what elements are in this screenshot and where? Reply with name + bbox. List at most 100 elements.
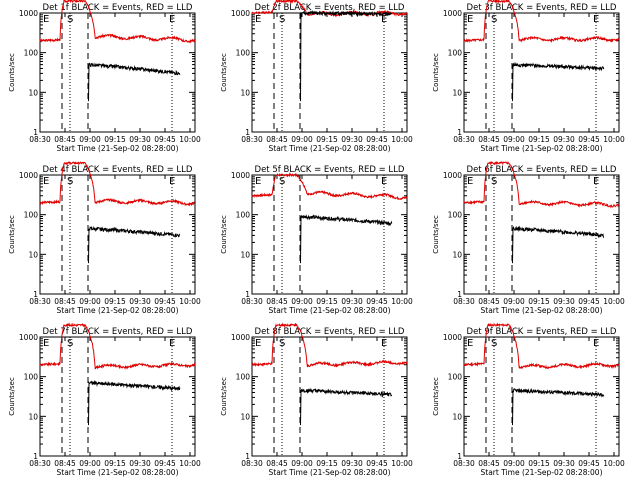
event-mark-e: E bbox=[255, 14, 261, 25]
y-axis-label: Counts/sec bbox=[432, 215, 440, 254]
x-tick-label: 08:45 bbox=[54, 297, 76, 306]
x-tick-label: 09:30 bbox=[129, 135, 151, 144]
x-tick-label: 08:30 bbox=[453, 459, 475, 468]
y-tick-label: 10 bbox=[452, 88, 462, 97]
detector-panel-3: Det 3f BLACK = Events, RED = LLD 08:30 08:… bbox=[432, 0, 625, 153]
y-tick-label: 1 bbox=[245, 452, 250, 461]
event-mark-e: E bbox=[169, 338, 175, 349]
x-tick-label: 10:00 bbox=[179, 297, 201, 306]
y-tick-label: 1000 bbox=[231, 171, 250, 180]
y-tick-label: 1000 bbox=[19, 171, 38, 180]
event-mark-e: E bbox=[467, 338, 473, 349]
x-axis-label: Start Time (21-Sep-02 08:28:00) bbox=[57, 468, 179, 477]
x-axis-label: Start Time (21-Sep-02 08:28:00) bbox=[57, 306, 179, 315]
y-axis-label: Counts/sec bbox=[220, 215, 228, 254]
x-tick-label: 09:15 bbox=[316, 135, 338, 144]
panel-title: Det 4f BLACK = Events, RED = LLD bbox=[43, 165, 193, 175]
y-tick-label: 10 bbox=[452, 250, 462, 259]
event-mark-e: E bbox=[467, 14, 473, 25]
y-tick-label: 1 bbox=[33, 290, 38, 299]
y-axis-label: Counts/sec bbox=[220, 377, 228, 416]
x-tick-label: 09:45 bbox=[366, 459, 388, 468]
x-tick-label: 09:30 bbox=[553, 459, 575, 468]
detector-panel-4: Det 4f BLACK = Events, RED = LLD 08:30 08:… bbox=[8, 161, 201, 315]
plot-frame bbox=[463, 336, 620, 457]
x-tick-label: 08:30 bbox=[241, 459, 263, 468]
lld-series-line bbox=[251, 172, 408, 201]
x-tick-label: 09:30 bbox=[129, 459, 151, 468]
x-tick-label: 10:00 bbox=[603, 459, 625, 468]
lld-series-line bbox=[251, 0, 408, 18]
event-mark-e: E bbox=[593, 176, 599, 187]
detector-panel-1: Det 1f BLACK = Events, RED = LLD 08:30 08:… bbox=[8, 0, 201, 153]
events-series-line bbox=[300, 387, 393, 426]
x-tick-label: 09:00 bbox=[291, 459, 313, 468]
x-tick-label: 09:30 bbox=[341, 135, 363, 144]
x-axis-label: Start Time (21-Sep-02 08:28:00) bbox=[481, 468, 603, 477]
detector-panel-6: Det 6f BLACK = Events, RED = LLD 08:30 08:… bbox=[432, 160, 625, 315]
y-tick-label: 1000 bbox=[443, 171, 462, 180]
x-tick-label: 09:00 bbox=[79, 459, 101, 468]
lld-series-line bbox=[39, 0, 196, 44]
y-tick-label: 100 bbox=[24, 49, 39, 58]
x-tick-label: 10:00 bbox=[391, 459, 413, 468]
x-tick-label: 09:00 bbox=[291, 135, 313, 144]
x-tick-label: 09:30 bbox=[553, 297, 575, 306]
y-tick-label: 1 bbox=[457, 452, 462, 461]
x-tick-label: 08:45 bbox=[478, 459, 500, 468]
x-tick-label: 09:15 bbox=[528, 297, 550, 306]
detector-panel-7: Det 7f BLACK = Events, RED = LLD 08:30 08:… bbox=[8, 322, 201, 477]
lld-series-line bbox=[463, 160, 620, 209]
plot-frame bbox=[39, 174, 196, 295]
event-mark-e: E bbox=[593, 338, 599, 349]
y-tick-label: 10 bbox=[28, 412, 38, 421]
panel-title: Det 8f BLACK = Events, RED = LLD bbox=[255, 327, 405, 337]
events-series-line bbox=[300, 214, 393, 264]
panel-title: Det 7f BLACK = Events, RED = LLD bbox=[43, 327, 193, 337]
x-tick-label: 09:00 bbox=[503, 459, 525, 468]
x-tick-label: 09:45 bbox=[578, 297, 600, 306]
event-mark-e: E bbox=[467, 176, 473, 187]
y-tick-label: 1 bbox=[457, 128, 462, 137]
x-tick-label: 10:00 bbox=[179, 459, 201, 468]
y-tick-label: 1000 bbox=[19, 333, 38, 342]
x-tick-label: 08:30 bbox=[241, 297, 263, 306]
y-tick-label: 10 bbox=[240, 250, 250, 259]
event-mark-e: E bbox=[381, 14, 387, 25]
plot-frame bbox=[251, 336, 408, 457]
detector-panel-5: Det 5f BLACK = Events, RED = LLD 08:30 08:… bbox=[220, 165, 413, 315]
event-mark-s: S bbox=[491, 338, 497, 349]
x-tick-label: 09:00 bbox=[79, 135, 101, 144]
x-tick-label: 09:45 bbox=[366, 297, 388, 306]
x-tick-label: 08:30 bbox=[29, 459, 51, 468]
y-tick-label: 100 bbox=[236, 211, 251, 220]
y-tick-label: 1000 bbox=[231, 9, 250, 18]
x-tick-label: 09:15 bbox=[528, 459, 550, 468]
x-tick-label: 09:15 bbox=[528, 135, 550, 144]
y-axis-label: Counts/sec bbox=[432, 377, 440, 416]
detector-panel-9: Det 9f BLACK = Events, RED = LLD 08:30 08:… bbox=[432, 322, 625, 477]
event-mark-s: S bbox=[491, 14, 497, 25]
panel-title: Det 3f BLACK = Events, RED = LLD bbox=[467, 3, 617, 13]
x-tick-label: 10:00 bbox=[391, 297, 413, 306]
y-tick-label: 1 bbox=[245, 128, 250, 137]
detector-panel-2: Det 2f BLACK = Events, RED = LLD 08:30 08:… bbox=[220, 0, 413, 153]
x-tick-label: 08:45 bbox=[478, 297, 500, 306]
plot-frame bbox=[39, 12, 196, 133]
y-tick-label: 100 bbox=[448, 211, 463, 220]
x-tick-label: 09:45 bbox=[366, 135, 388, 144]
events-series-line bbox=[512, 225, 605, 264]
y-tick-label: 10 bbox=[28, 88, 38, 97]
x-tick-label: 09:45 bbox=[578, 135, 600, 144]
panel-title: Det 6f BLACK = Events, RED = LLD bbox=[467, 165, 617, 175]
x-axis-label: Start Time (21-Sep-02 08:28:00) bbox=[57, 144, 179, 153]
x-tick-label: 09:15 bbox=[104, 459, 126, 468]
y-tick-label: 100 bbox=[448, 49, 463, 58]
y-tick-label: 100 bbox=[24, 373, 39, 382]
event-mark-s: S bbox=[279, 176, 285, 187]
event-mark-e: E bbox=[255, 176, 261, 187]
x-tick-label: 09:45 bbox=[154, 135, 176, 144]
plot-frame bbox=[463, 174, 620, 295]
event-mark-e: E bbox=[43, 176, 49, 187]
